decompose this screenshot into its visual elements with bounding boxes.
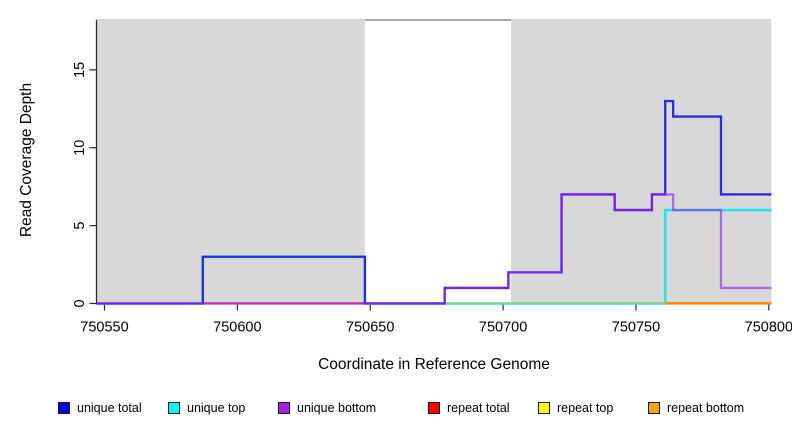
x-tick-label: 750650 xyxy=(346,320,394,336)
y-tick-label: 5 xyxy=(72,222,88,230)
x-tick-label: 750600 xyxy=(213,320,261,336)
y-tick-label: 10 xyxy=(72,140,88,156)
series-unique-bottom-line xyxy=(96,193,772,305)
y-tick-label: 0 xyxy=(72,299,88,307)
x-axis-title: Coordinate in Reference Genome xyxy=(318,356,550,373)
x-tick-label: 750750 xyxy=(612,320,660,336)
y-tick-label: 15 xyxy=(72,62,88,78)
y-axis-title: Read Coverage Depth xyxy=(18,82,35,238)
x-tick-label: 750800 xyxy=(745,320,792,336)
x-tick-label: 750550 xyxy=(80,320,128,336)
shaded-region xyxy=(511,19,772,304)
x-tick-label: 750700 xyxy=(479,320,527,336)
shaded-region xyxy=(96,19,365,304)
